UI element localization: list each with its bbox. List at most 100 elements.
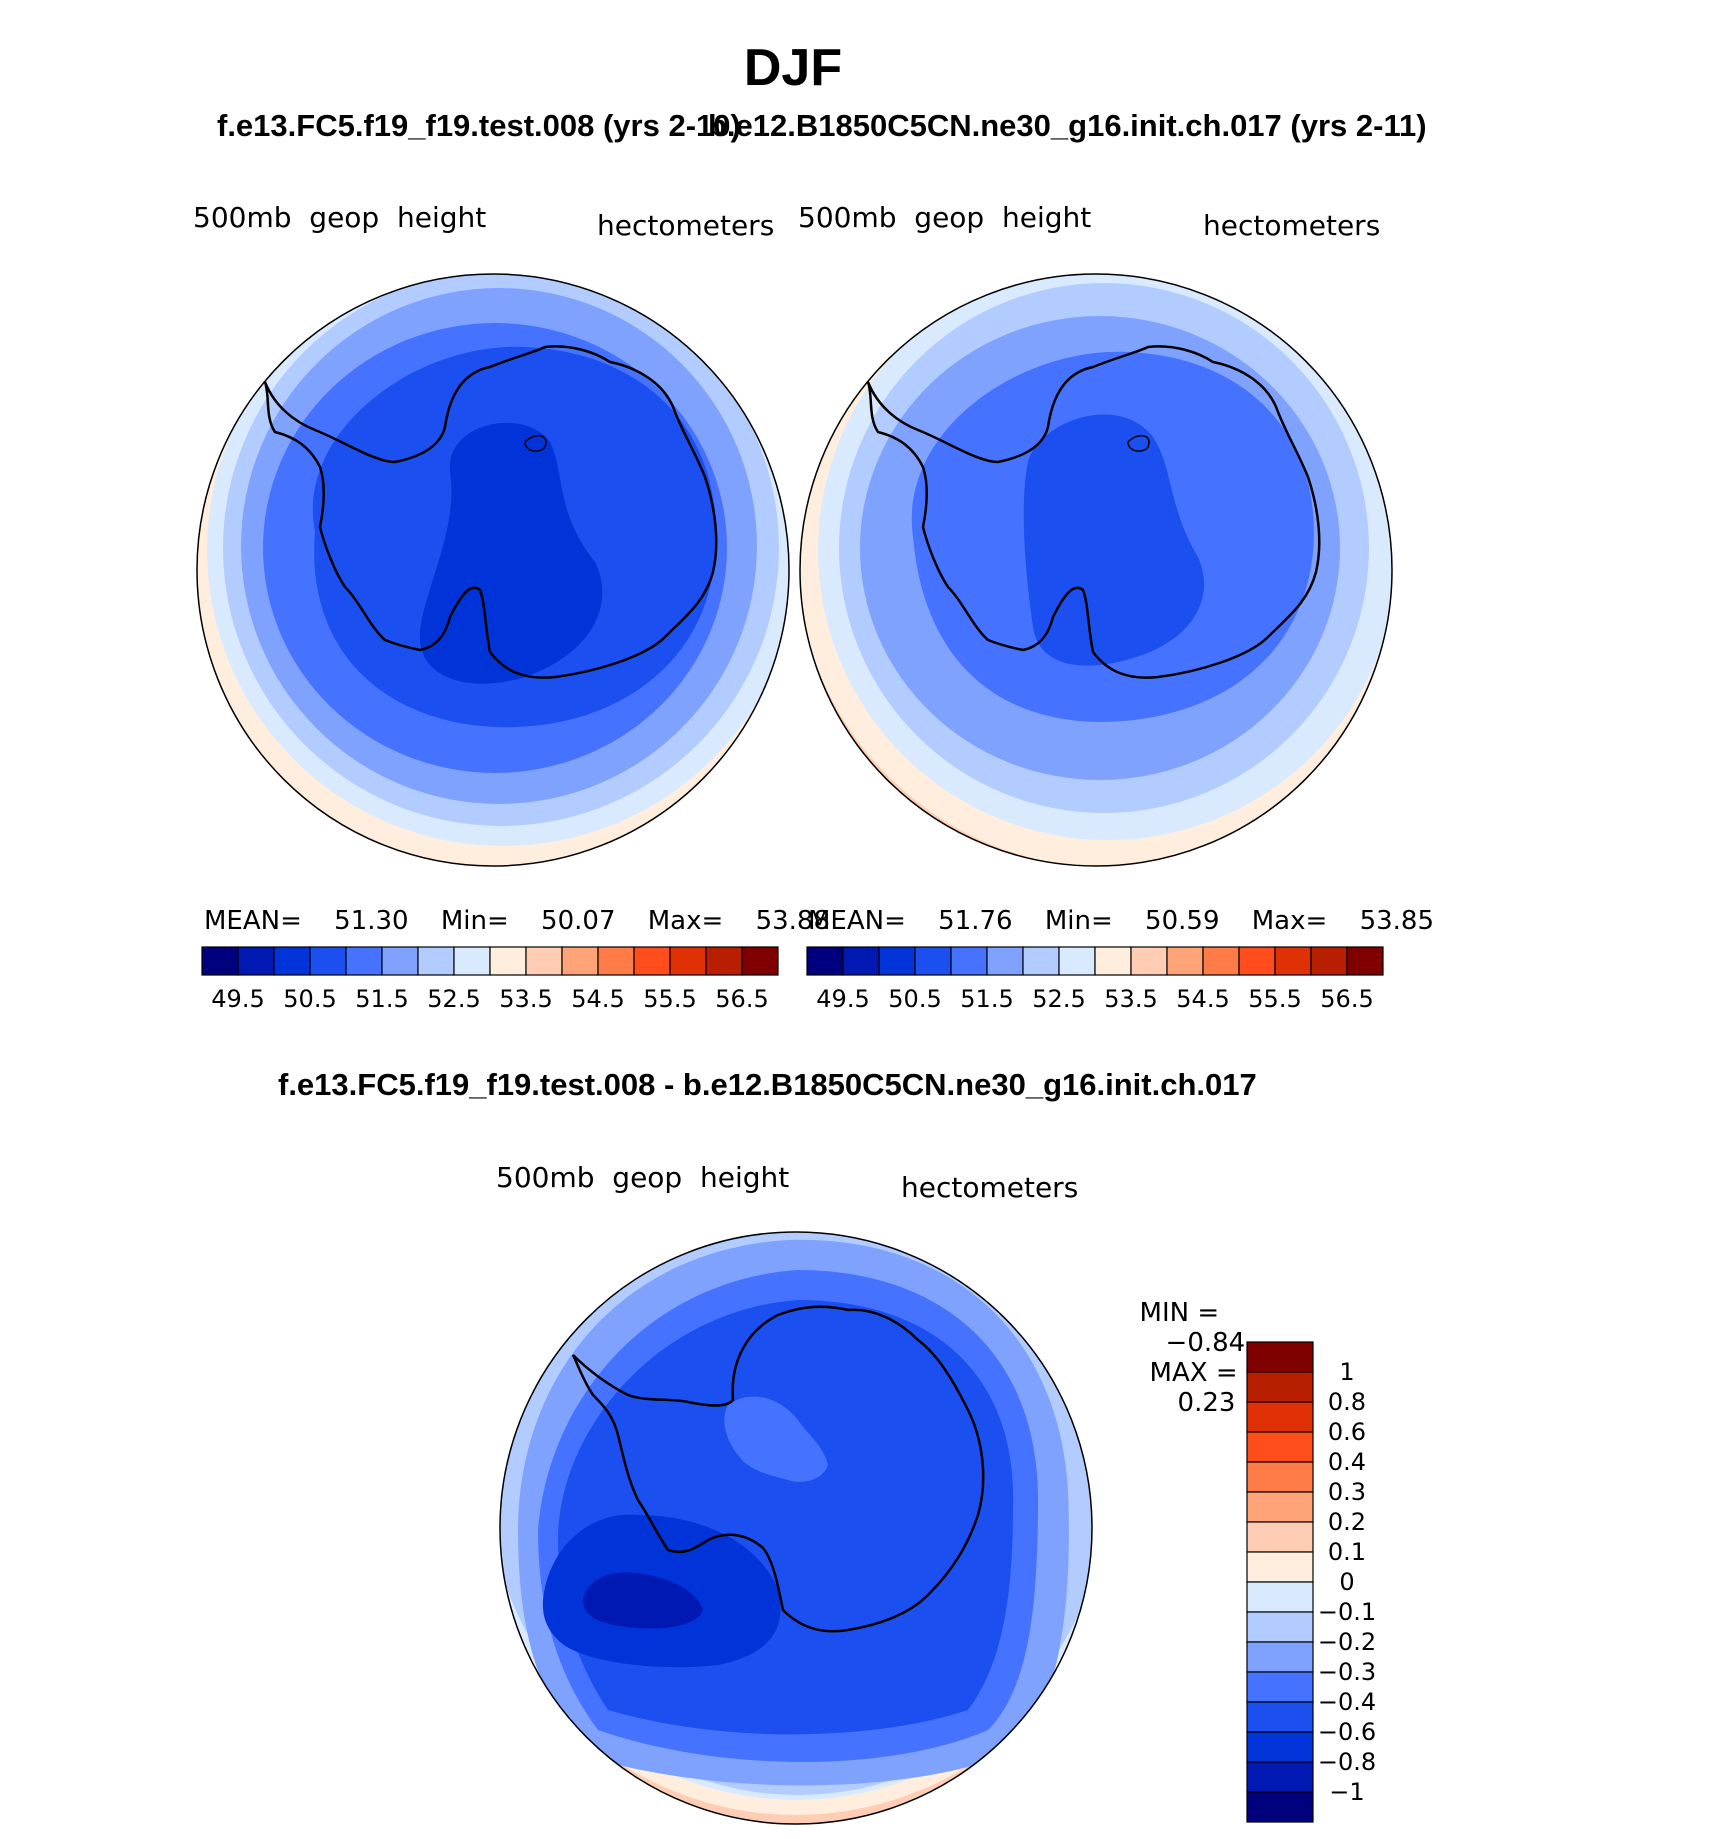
left-colorbar-box — [453, 946, 491, 976]
right-polar-map — [799, 273, 1393, 867]
difference-colorbar-label: −0.4 — [1318, 1688, 1376, 1716]
difference-colorbar-box — [1246, 1761, 1314, 1793]
right-colorbar: 49.5 50.5 51.5 52.5 53.5 54.5 55.5 56.5 — [806, 946, 1384, 1013]
left-colorbar-label: 55.5 — [643, 985, 696, 1013]
right-colorbar-box — [1130, 946, 1168, 976]
left-antarctica-coastline — [263, 345, 718, 679]
difference-colorbar-label: 0.6 — [1328, 1418, 1366, 1446]
right-colorbar-box — [878, 946, 916, 976]
right-colorbar-box — [1058, 946, 1096, 976]
right-colorbar-label: 53.5 — [1104, 985, 1157, 1013]
left-colorbar-box — [201, 946, 239, 976]
right-colorbar-box — [1022, 946, 1060, 976]
left-colorbar-label: 52.5 — [427, 985, 480, 1013]
right-min-label: Min= — [1044, 906, 1113, 936]
left-colorbar-box — [237, 946, 275, 976]
difference-colorbar-box — [1246, 1341, 1314, 1373]
difference-colorbar-box — [1246, 1731, 1314, 1763]
diff-max-label: MAX = — [1149, 1358, 1238, 1388]
difference-stats: MIN = −0.84 MAX = 0.23 — [1123, 1268, 1246, 1418]
difference-colorbar-box — [1246, 1581, 1314, 1613]
left-min-value: 50.07 — [541, 906, 616, 936]
left-colorbar-label: 49.5 — [211, 985, 264, 1013]
left-colorbar-box — [741, 946, 779, 976]
diff-min-value: −0.84 — [1165, 1328, 1246, 1358]
left-run-title: f.e13.FC5.f19_f19.test.008 (yrs 2-10) — [217, 108, 741, 143]
right-run-title: b.e12.B1850C5CN.ne30_g16.init.ch.017 (yr… — [708, 108, 1427, 143]
difference-polar-map — [499, 1231, 1093, 1825]
difference-colorbar-label: −0.8 — [1318, 1748, 1376, 1776]
difference-colorbar: 10.80.60.40.30.20.10−0.1−0.2−0.3−0.4−0.6… — [1246, 1341, 1376, 1823]
left-colorbar-box — [561, 946, 599, 976]
left-stats: MEAN= 51.30 Min= 50.07 Max= 53.88 — [204, 906, 830, 936]
left-mean-value: 51.30 — [334, 906, 409, 936]
difference-colorbar-label: 0.3 — [1328, 1478, 1366, 1506]
right-colorbar-box — [1346, 946, 1384, 976]
left-max-label: Max= — [647, 906, 724, 936]
right-colorbar-label: 54.5 — [1176, 985, 1229, 1013]
right-colorbar-box — [1166, 946, 1204, 976]
diff-variable-label: 500mb geop height — [496, 1161, 790, 1194]
right-max-value: 53.85 — [1359, 906, 1434, 936]
difference-colorbar-box — [1246, 1461, 1314, 1493]
left-colorbar-box — [597, 946, 635, 976]
diff-max-value: 0.23 — [1177, 1388, 1236, 1418]
difference-colorbar-label: −0.3 — [1318, 1658, 1376, 1686]
right-antarctica-coastline — [866, 345, 1321, 679]
left-colorbar-label: 53.5 — [499, 985, 552, 1013]
right-colorbar-label: 50.5 — [888, 985, 941, 1013]
difference-colorbar-label: 0.2 — [1328, 1508, 1366, 1536]
right-colorbar-box — [1310, 946, 1348, 976]
right-colorbar-box — [950, 946, 988, 976]
difference-colorbar-label: −0.2 — [1318, 1628, 1376, 1656]
left-colorbar-box — [705, 946, 743, 976]
left-colorbar: 49.5 50.5 51.5 52.5 53.5 54.5 55.5 56.5 — [201, 946, 779, 1013]
difference-colorbar-box — [1246, 1401, 1314, 1433]
left-mean-label: MEAN= — [204, 906, 302, 936]
right-min-value: 50.59 — [1145, 906, 1220, 936]
difference-colorbar-box — [1246, 1431, 1314, 1463]
left-colorbar-box — [525, 946, 563, 976]
left-colorbar-label: 56.5 — [715, 985, 768, 1013]
difference-colorbar-label: 0.4 — [1328, 1448, 1366, 1476]
difference-colorbar-label: −1 — [1329, 1778, 1364, 1806]
right-colorbar-label: 49.5 — [816, 985, 869, 1013]
right-colorbar-label: 56.5 — [1320, 985, 1373, 1013]
left-min-label: Min= — [440, 906, 509, 936]
season-title: DJF — [743, 39, 843, 97]
difference-colorbar-box — [1246, 1491, 1314, 1523]
diff-units-label: hectometers — [901, 1171, 1079, 1204]
right-colorbar-box — [842, 946, 880, 976]
left-max-value: 53.88 — [755, 906, 830, 936]
right-colorbar-box — [806, 946, 844, 976]
right-stats: MEAN= 51.76 Min= 50.59 Max= 53.85 — [808, 906, 1434, 936]
diff-min-label: MIN = — [1139, 1298, 1220, 1328]
difference-colorbar-box — [1246, 1521, 1314, 1553]
left-colorbar-box — [381, 946, 419, 976]
right-colorbar-label: 52.5 — [1032, 985, 1085, 1013]
difference-colorbar-label: −0.1 — [1318, 1598, 1376, 1626]
right-colorbar-box — [914, 946, 952, 976]
difference-colorbar-label: 1 — [1339, 1358, 1354, 1386]
difference-colorbar-box — [1246, 1371, 1314, 1403]
right-max-label: Max= — [1251, 906, 1328, 936]
left-colorbar-box — [633, 946, 671, 976]
difference-colorbar-box — [1246, 1611, 1314, 1643]
difference-antarctica-coastline — [571, 1305, 985, 1633]
difference-colorbar-box — [1246, 1641, 1314, 1673]
right-colorbar-box — [1202, 946, 1240, 976]
right-colorbar-label: 55.5 — [1248, 985, 1301, 1013]
left-variable-label: 500mb geop height — [193, 201, 487, 234]
left-colorbar-box — [345, 946, 383, 976]
left-colorbar-box — [309, 946, 347, 976]
difference-colorbar-box — [1246, 1791, 1314, 1823]
left-colorbar-label: 51.5 — [355, 985, 408, 1013]
right-variable-label: 500mb geop height — [798, 201, 1092, 234]
right-colorbar-box — [1238, 946, 1276, 976]
difference-colorbar-box — [1246, 1551, 1314, 1583]
left-colorbar-box — [417, 946, 455, 976]
right-colorbar-box — [1274, 946, 1312, 976]
right-colorbar-box — [1094, 946, 1132, 976]
difference-title: f.e13.FC5.f19_f19.test.008 - b.e12.B1850… — [278, 1067, 1257, 1102]
difference-colorbar-label: 0.8 — [1328, 1388, 1366, 1416]
